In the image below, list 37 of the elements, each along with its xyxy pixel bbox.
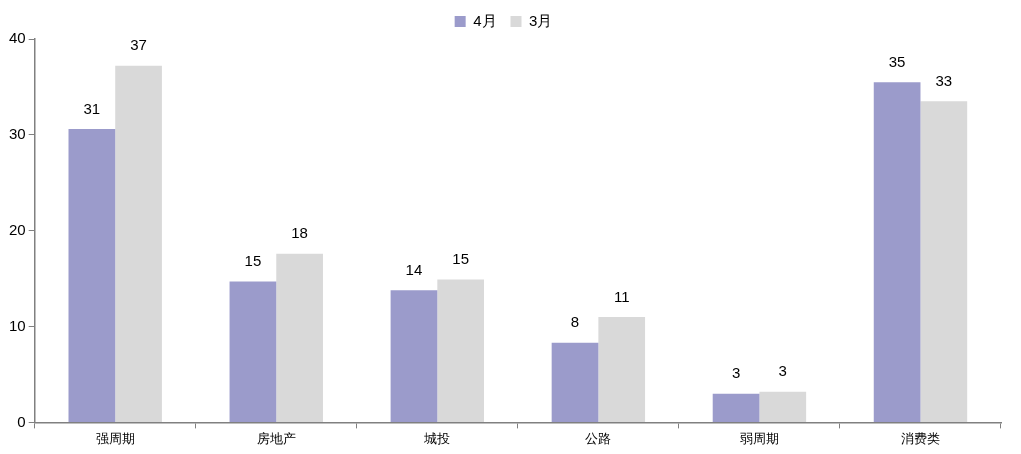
x-tick-label: 公路 (585, 430, 612, 446)
y-tick-label: 10 (9, 316, 26, 334)
bar (115, 65, 162, 422)
x-tick-label: 消费类 (900, 430, 940, 446)
legend-label: 4月 (473, 11, 497, 29)
bar (873, 82, 921, 422)
data-label: 15 (244, 252, 262, 270)
data-label: 11 (613, 287, 630, 305)
y-tick-label: 0 (17, 412, 26, 430)
data-label: 37 (130, 36, 147, 54)
x-tick-label: 城投 (423, 430, 451, 446)
data-label: 8 (570, 313, 580, 331)
data-label: 31 (83, 99, 101, 117)
bar (598, 316, 646, 422)
y-tick-label: 20 (9, 220, 26, 238)
data-label: 33 (935, 71, 953, 89)
bar (68, 129, 116, 422)
bar (920, 101, 968, 422)
bar (712, 393, 760, 422)
data-label: 14 (405, 260, 423, 278)
bar (390, 290, 438, 422)
bar (759, 391, 807, 422)
bar (551, 342, 599, 422)
bar (437, 279, 485, 422)
data-label: 3 (731, 364, 741, 382)
y-tick-label: 30 (9, 124, 26, 142)
legend-label: 3月 (529, 11, 553, 29)
bar (229, 281, 277, 422)
x-tick-label: 房地产 (256, 430, 296, 446)
x-tick-label: 弱周期 (739, 430, 779, 446)
bar (276, 253, 323, 422)
data-label: 18 (291, 224, 308, 242)
data-label: 35 (888, 52, 906, 70)
data-label: 15 (452, 250, 470, 268)
x-tick-label: 强周期 (95, 430, 135, 446)
y-tick-label: 40 (9, 29, 26, 47)
data-label: 3 (778, 362, 787, 380)
